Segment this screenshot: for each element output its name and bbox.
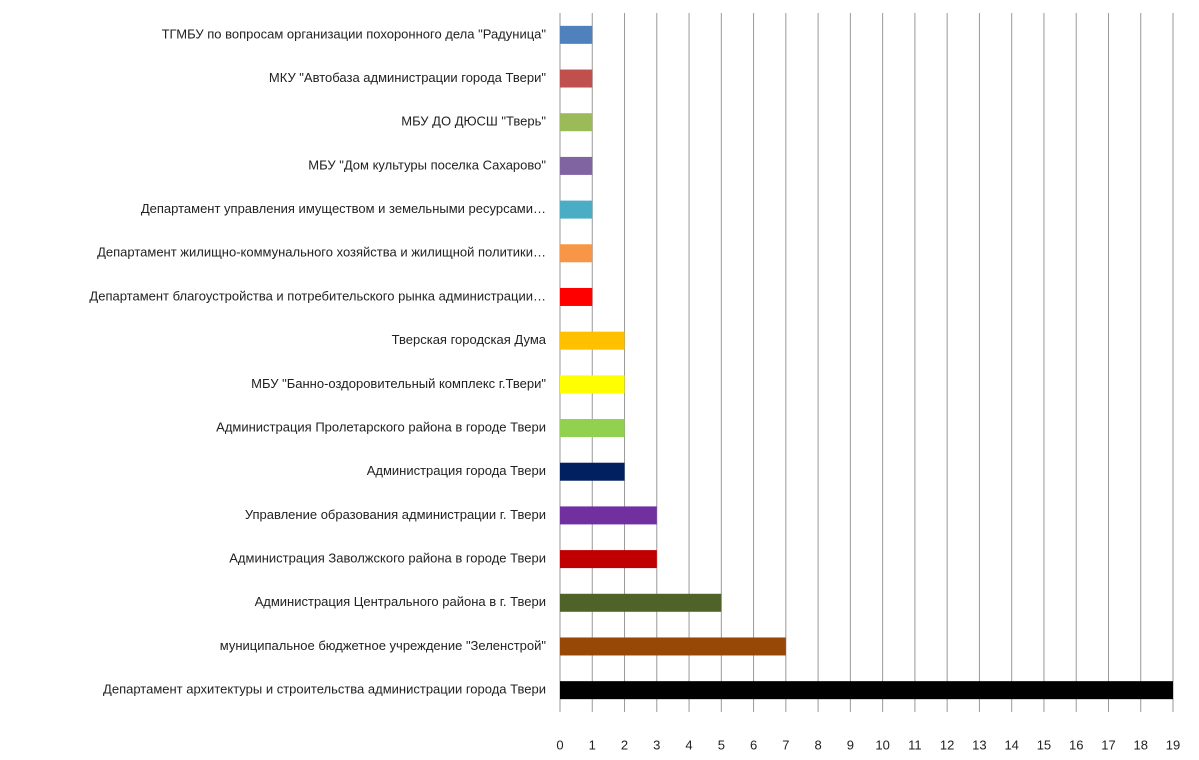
bar — [560, 375, 625, 394]
y-tick-label: Департамент управления имуществом и земе… — [141, 201, 546, 216]
y-tick-label: муниципальное бюджетное учреждение "Зеле… — [220, 638, 547, 653]
x-tick-label: 18 — [1134, 737, 1148, 752]
x-tick-label: 7 — [782, 737, 789, 752]
bar — [560, 593, 722, 612]
y-tick-label: Тверская городская Дума — [392, 332, 547, 347]
bar — [560, 637, 786, 656]
bar — [560, 287, 593, 306]
x-tick-label: 13 — [972, 737, 986, 752]
bar — [560, 156, 593, 175]
x-tick-label: 5 — [718, 737, 725, 752]
y-tick-label: МБУ ДО ДЮСШ "Тверь" — [401, 114, 546, 129]
bar — [560, 681, 1173, 700]
x-tick-label: 19 — [1166, 737, 1180, 752]
x-tick-label: 2 — [621, 737, 628, 752]
bar — [560, 25, 593, 44]
x-tick-label: 14 — [1004, 737, 1018, 752]
y-tick-label: Администрация Центрального района в г. Т… — [255, 594, 546, 609]
bar — [560, 331, 625, 350]
bar — [560, 550, 657, 569]
y-tick-label: Администрация Заволжского района в город… — [229, 551, 546, 566]
bar — [560, 506, 657, 525]
y-tick-label: МКУ "Автобаза администрации города Твери… — [269, 70, 546, 85]
y-tick-label: ТГМБУ по вопросам организации похоронног… — [162, 26, 547, 41]
x-tick-label: 10 — [875, 737, 889, 752]
x-tick-label: 0 — [556, 737, 563, 752]
y-tick-label: МБУ "Дом культуры поселка Сахарово" — [308, 157, 546, 172]
bar — [560, 419, 625, 438]
bar — [560, 69, 593, 88]
x-tick-label: 17 — [1101, 737, 1115, 752]
y-tick-label: Департамент жилищно-коммунального хозяйс… — [97, 245, 546, 260]
y-tick-label: Администрация города Твери — [367, 463, 546, 478]
bar — [560, 113, 593, 132]
x-tick-label: 3 — [653, 737, 660, 752]
bar — [560, 462, 625, 481]
y-tick-label: Управление образования администрации г. … — [245, 507, 546, 522]
y-tick-label: Департамент архитектуры и строительства … — [103, 682, 546, 697]
x-tick-label: 8 — [814, 737, 821, 752]
x-tick-label: 9 — [847, 737, 854, 752]
x-tick-label: 15 — [1037, 737, 1051, 752]
x-tick-label: 11 — [908, 737, 922, 752]
x-tick-label: 4 — [685, 737, 692, 752]
y-tick-label: МБУ "Банно-оздоровительный комплекс г.Тв… — [251, 376, 546, 391]
bar — [560, 200, 593, 219]
x-tick-label: 12 — [940, 737, 954, 752]
x-tick-label: 6 — [750, 737, 757, 752]
x-tick-label: 1 — [589, 737, 596, 752]
y-tick-label: Администрация Пролетарского района в гор… — [216, 419, 546, 434]
x-tick-label: 16 — [1069, 737, 1083, 752]
bar — [560, 244, 593, 263]
y-tick-label: Департамент благоустройства и потребител… — [89, 288, 546, 303]
